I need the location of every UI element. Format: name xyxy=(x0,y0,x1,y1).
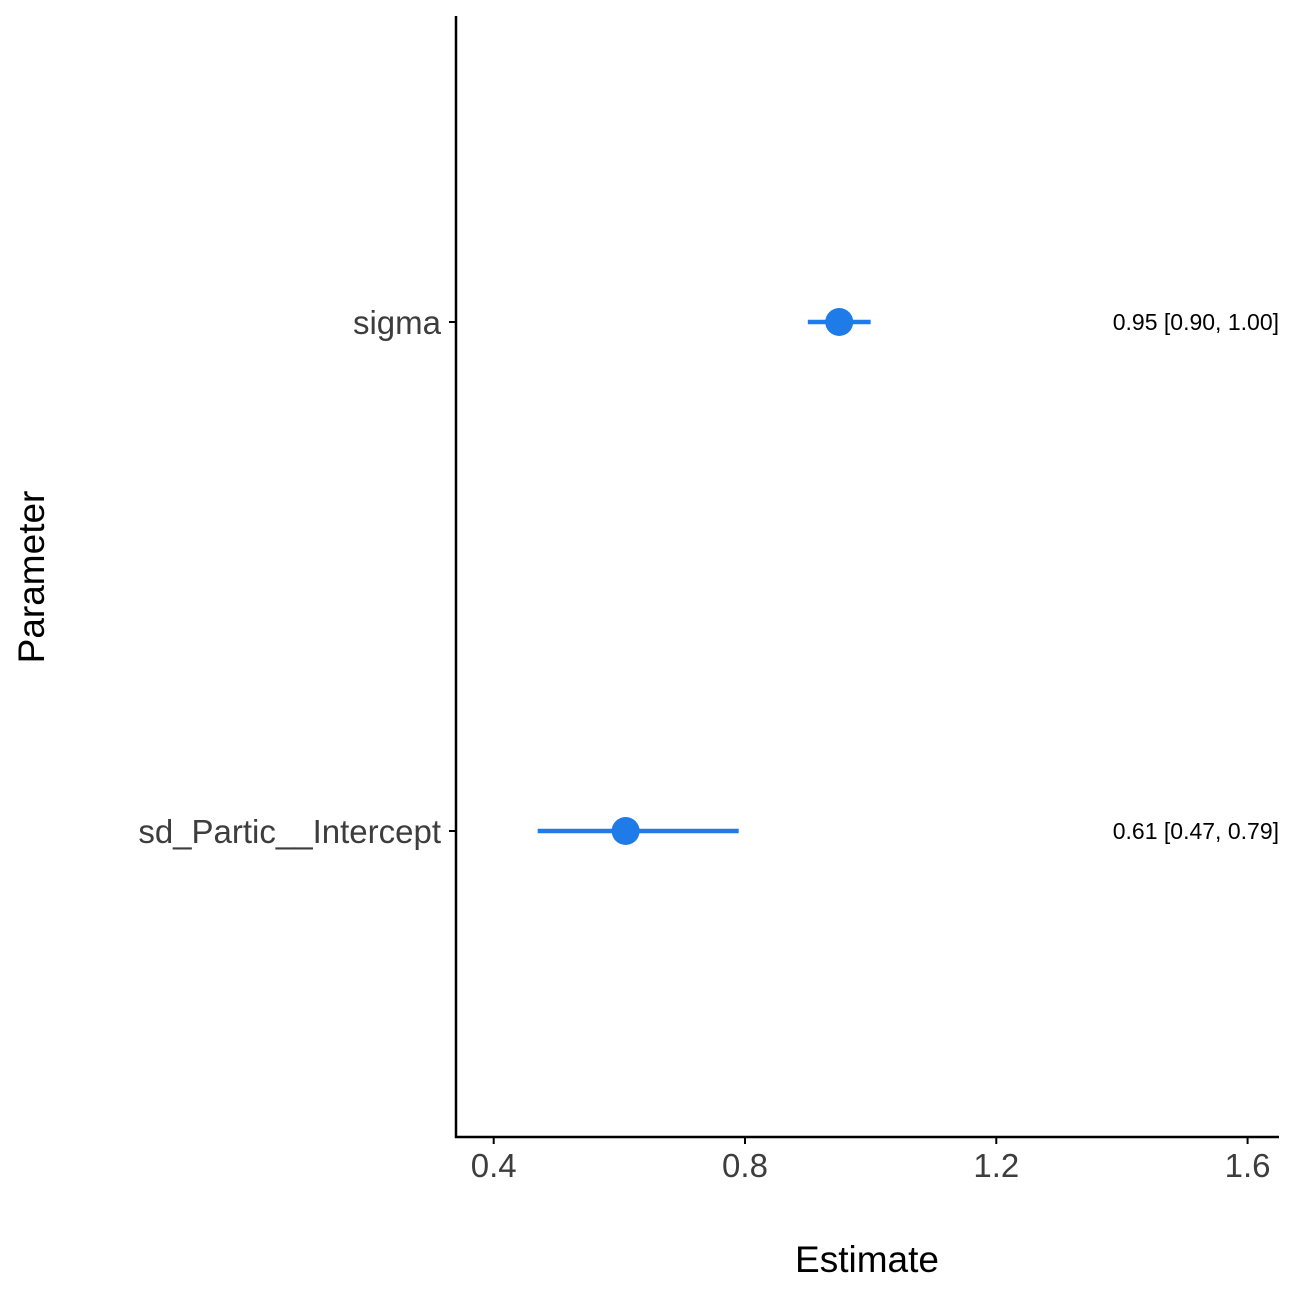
x-tick-label: 1.6 xyxy=(1225,1147,1271,1184)
y-axis-title: Parameter xyxy=(11,491,52,664)
x-axis-ticks: 0.4 0.8 1.2 1.6 xyxy=(471,1137,1271,1184)
estimate-label-sd-partic-intercept: 0.61 [0.47, 0.79] xyxy=(1113,818,1279,844)
x-tick-label: 1.2 xyxy=(973,1147,1019,1184)
x-axis-title: Estimate xyxy=(795,1239,939,1280)
x-tick-label: 0.4 xyxy=(471,1147,517,1184)
estimate-labels: 0.95 [0.90, 1.00] 0.61 [0.47, 0.79] xyxy=(1113,309,1279,844)
y-axis-category-labels: sigma sd_Partic__Intercept xyxy=(138,304,456,850)
plot-marks xyxy=(537,308,871,845)
point-sd-partic-intercept xyxy=(611,817,640,845)
category-label-sigma: sigma xyxy=(353,304,442,341)
estimate-label-sigma: 0.95 [0.90, 1.00] xyxy=(1113,309,1279,335)
point-sigma xyxy=(825,308,854,336)
x-tick-label: 0.8 xyxy=(722,1147,768,1184)
category-label-sd-partic-intercept: sd_Partic__Intercept xyxy=(138,813,441,850)
